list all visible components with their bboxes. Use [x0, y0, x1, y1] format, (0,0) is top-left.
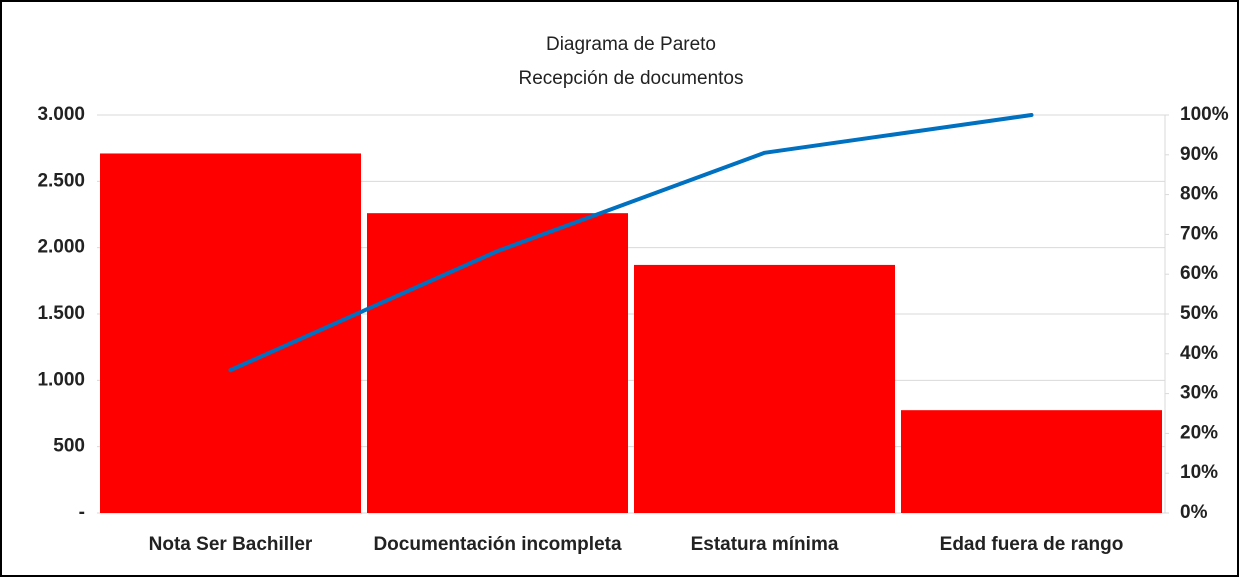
chart-subtitle: Recepción de documentos: [519, 68, 744, 89]
y-tick-label: 1.500: [37, 303, 85, 324]
y-tick-label: -: [79, 502, 85, 523]
y2-tick-label: 0%: [1180, 502, 1208, 523]
bar: [367, 213, 628, 513]
chart-title: Diagrama de Pareto: [546, 34, 716, 55]
bar: [634, 264, 895, 513]
x-tick-label: Edad fuera de rango: [940, 534, 1124, 555]
y2-tick-label: 50%: [1180, 303, 1218, 324]
cumulative-line: [228, 113, 1034, 373]
y2-tick-label: 20%: [1180, 422, 1218, 443]
y-tick-label: 2.500: [37, 170, 85, 191]
x-tick-label: Nota Ser Bachiller: [149, 534, 313, 555]
x-tick-label: Estatura mínima: [691, 534, 839, 555]
y2-tick-label: 30%: [1180, 383, 1218, 404]
y2-tick-label: 90%: [1180, 144, 1218, 165]
y-tick-label: 2.000: [37, 237, 85, 258]
y-tick-label: 3.000: [37, 104, 85, 125]
y2-tick-label: 10%: [1180, 462, 1218, 483]
y2-tick-label: 60%: [1180, 263, 1218, 284]
x-tick-label: Documentación incompleta: [373, 534, 622, 555]
bar: [901, 410, 1162, 513]
y-tick-label: 1.000: [37, 369, 85, 390]
bar: [100, 153, 361, 513]
y2-tick-label: 100%: [1180, 104, 1229, 125]
y2-tick-label: 70%: [1180, 223, 1218, 244]
y2-tick-label: 80%: [1180, 184, 1218, 205]
y2-tick-label: 40%: [1180, 343, 1218, 364]
y-tick-label: 500: [53, 436, 85, 457]
